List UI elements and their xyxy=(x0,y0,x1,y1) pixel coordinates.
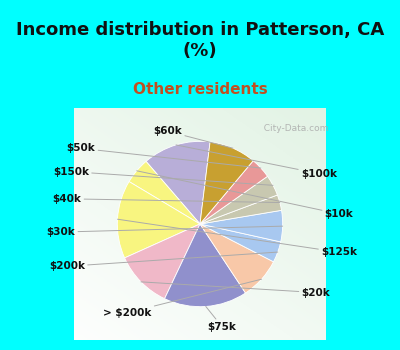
Wedge shape xyxy=(200,224,274,293)
Wedge shape xyxy=(117,182,200,258)
Wedge shape xyxy=(125,224,200,299)
Text: $150k: $150k xyxy=(53,167,273,186)
Wedge shape xyxy=(129,161,200,224)
Text: $50k: $50k xyxy=(67,144,261,168)
Text: > $200k: > $200k xyxy=(103,279,262,318)
Text: $40k: $40k xyxy=(52,194,280,204)
Text: $100k: $100k xyxy=(176,145,337,178)
Wedge shape xyxy=(200,224,281,262)
Text: Income distribution in Patterson, CA
(%): Income distribution in Patterson, CA (%) xyxy=(16,21,384,60)
Wedge shape xyxy=(200,195,282,224)
Text: Other residents: Other residents xyxy=(133,82,267,97)
Text: $10k: $10k xyxy=(137,171,354,219)
Wedge shape xyxy=(200,210,283,242)
Wedge shape xyxy=(164,224,246,307)
Text: $20k: $20k xyxy=(141,282,330,298)
Wedge shape xyxy=(200,176,277,224)
Text: $125k: $125k xyxy=(118,219,357,257)
Text: $60k: $60k xyxy=(153,126,233,148)
Text: City-Data.com: City-Data.com xyxy=(258,124,328,133)
Text: $75k: $75k xyxy=(206,307,237,332)
Wedge shape xyxy=(200,161,268,224)
Wedge shape xyxy=(200,142,253,224)
Wedge shape xyxy=(146,141,210,224)
Text: $30k: $30k xyxy=(46,226,283,237)
Text: $200k: $200k xyxy=(49,252,278,271)
